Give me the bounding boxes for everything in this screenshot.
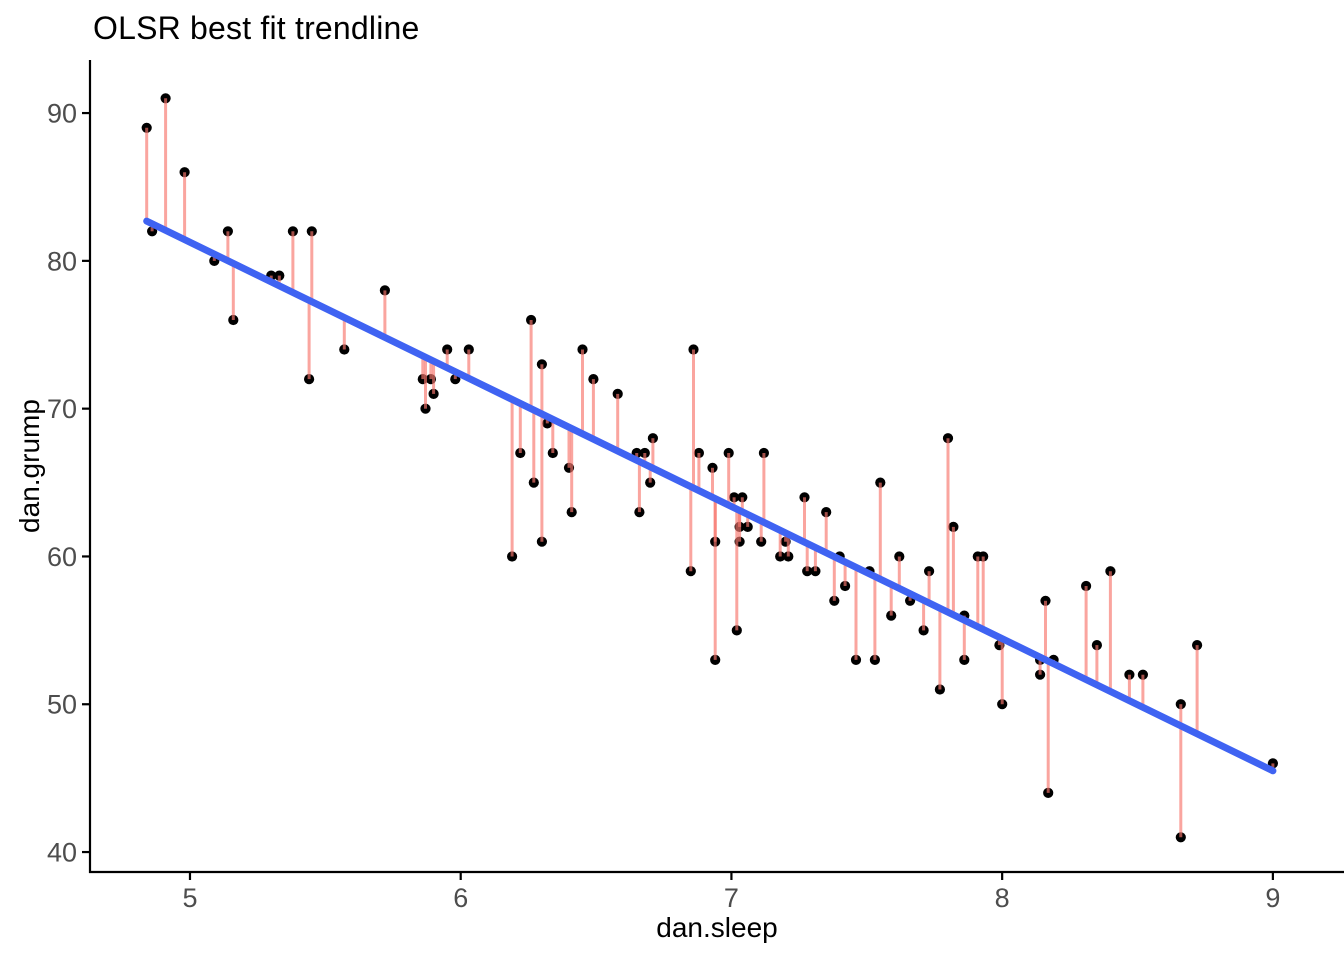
data-point <box>997 699 1008 710</box>
data-points-layer <box>141 93 1278 843</box>
chart-title: OLSR best fit trendline <box>93 10 420 46</box>
data-point <box>829 595 840 606</box>
trendline-layer <box>143 217 1277 775</box>
y-tick-label: 60 <box>47 542 77 572</box>
y-tick-label: 50 <box>47 690 77 720</box>
x-tick-label: 6 <box>453 883 468 913</box>
data-point <box>179 167 190 178</box>
data-point <box>1035 669 1046 680</box>
y-tick-label: 40 <box>47 838 77 868</box>
data-point <box>222 226 233 237</box>
data-point <box>685 566 696 577</box>
x-axis-label: dan.sleep <box>656 912 778 943</box>
x-tick-label: 7 <box>724 883 739 913</box>
data-point <box>810 566 821 577</box>
y-tick-label: 80 <box>47 246 77 276</box>
trendline <box>143 217 1277 775</box>
y-tick-label: 90 <box>47 99 77 129</box>
y-axis-label: dan.grump <box>14 399 45 533</box>
x-tick-label: 8 <box>995 883 1010 913</box>
y-tick-label: 70 <box>47 394 77 424</box>
data-point <box>287 226 298 237</box>
data-point <box>756 536 767 547</box>
axes-layer: 5 6 7 8 9 40 50 60 70 80 90 <box>47 60 1344 913</box>
data-point <box>802 566 813 577</box>
data-point <box>1175 832 1186 843</box>
x-tick-label: 9 <box>1265 883 1280 913</box>
data-point <box>536 536 548 547</box>
residual-lines-layer <box>145 98 1275 838</box>
x-tick-label: 5 <box>182 883 197 913</box>
data-point <box>306 226 317 237</box>
